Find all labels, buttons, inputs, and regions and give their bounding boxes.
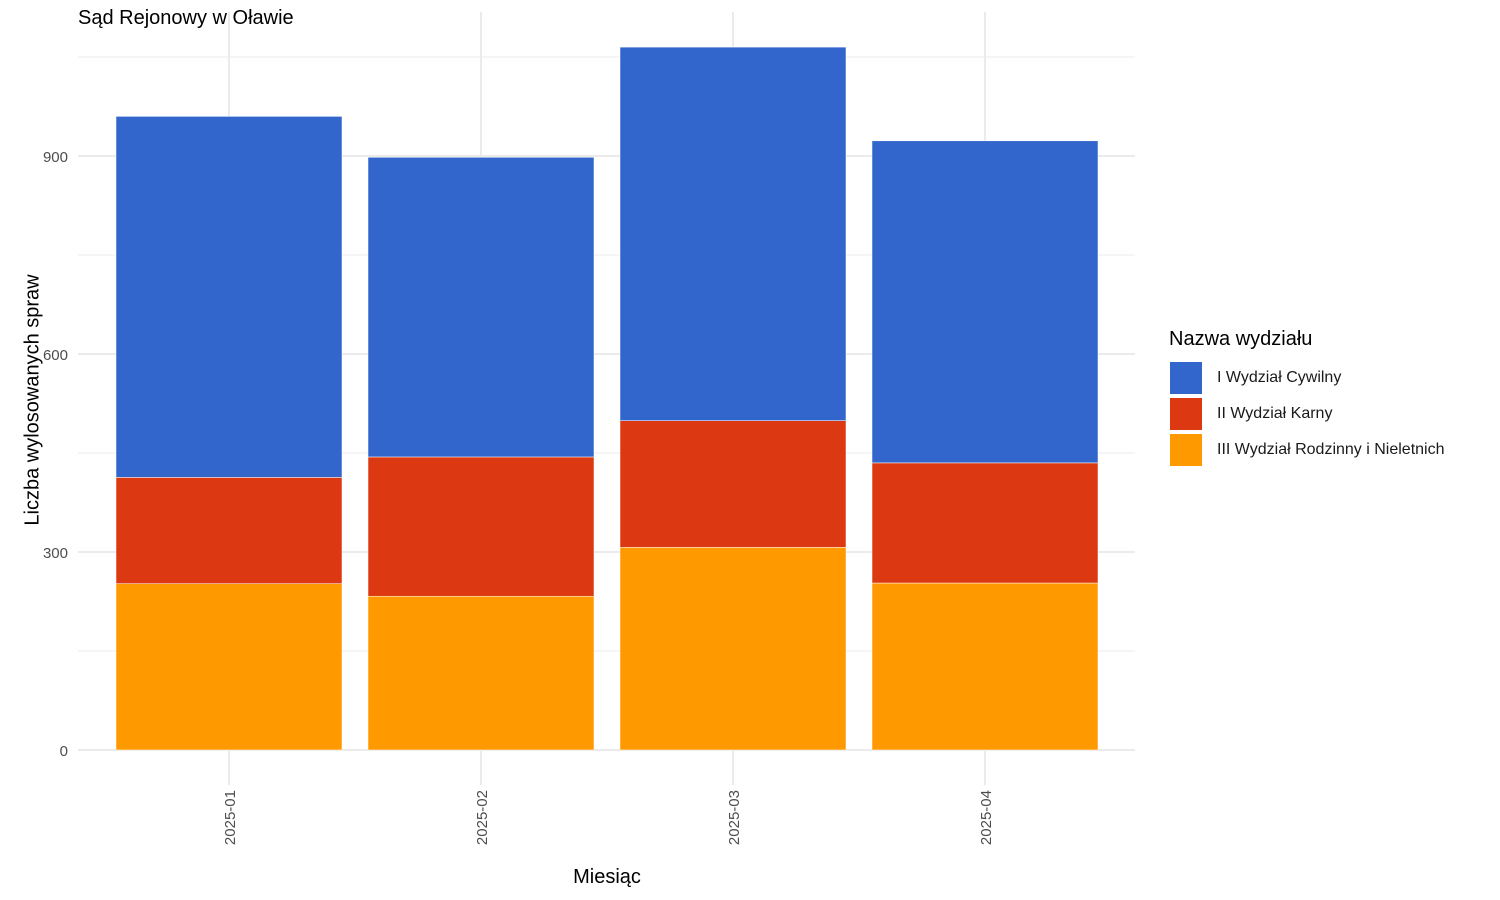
legend-items: I Wydział Cywilny II Wydział Karny III Wyd… xyxy=(1169,360,1445,468)
legend: Nazwa wydziału I Wydział Cywilny II Wydzi… xyxy=(1169,328,1445,468)
bar-segment-2025-02-series-1 xyxy=(367,456,595,597)
bar-segment-2025-01-series-2 xyxy=(115,116,343,478)
bar-segment-2025-04-series-2 xyxy=(871,140,1099,464)
y-tick-labels: 0 300 600 900 xyxy=(43,149,68,760)
bar-segment-2025-04-series-1 xyxy=(871,462,1099,584)
bar-segment-2025-04-series-0 xyxy=(871,582,1099,751)
y-tick-label: 0 xyxy=(60,743,68,760)
x-tick-label: 2025-03 xyxy=(726,790,743,845)
bars xyxy=(115,46,1099,751)
legend-label: II Wydział Karny xyxy=(1217,405,1333,422)
legend-swatch xyxy=(1169,433,1203,467)
legend-label: III Wydział Rodzinny i Nieletnich xyxy=(1217,441,1445,458)
legend-swatch xyxy=(1169,361,1203,395)
bar-segment-2025-03-series-2 xyxy=(619,46,847,421)
y-tick-label: 600 xyxy=(43,347,68,364)
legend-swatch xyxy=(1169,397,1203,431)
x-tick-label: 2025-04 xyxy=(978,790,995,845)
bar-segment-2025-01-series-0 xyxy=(115,583,343,751)
bar-segment-2025-03-series-1 xyxy=(619,420,847,548)
chart-title: Sąd Rejonowy w Oławie xyxy=(78,7,294,29)
legend-item: II Wydział Karny xyxy=(1169,396,1445,432)
legend-title: Nazwa wydziału xyxy=(1169,328,1313,350)
bar-segment-2025-01-series-1 xyxy=(115,477,343,584)
x-tick-label: 2025-01 xyxy=(222,790,239,845)
x-tick-label: 2025-02 xyxy=(474,790,491,845)
legend-label: I Wydział Cywilny xyxy=(1217,369,1342,386)
bar-segment-2025-03-series-0 xyxy=(619,547,847,751)
bar-segment-2025-02-series-0 xyxy=(367,595,595,751)
y-axis-label: Liczba wylosowanych spraw xyxy=(21,274,44,526)
legend-item: I Wydział Cywilny xyxy=(1169,360,1445,396)
legend-item: III Wydział Rodzinny i Nieletnich xyxy=(1169,432,1445,468)
bar-segment-2025-02-series-2 xyxy=(367,157,595,458)
y-tick-label: 300 xyxy=(43,545,68,562)
x-tick-labels: 2025-01 2025-02 2025-03 2025-04 xyxy=(222,790,995,845)
x-axis-label: Miesiąc xyxy=(573,866,641,888)
y-tick-label: 900 xyxy=(43,149,68,166)
